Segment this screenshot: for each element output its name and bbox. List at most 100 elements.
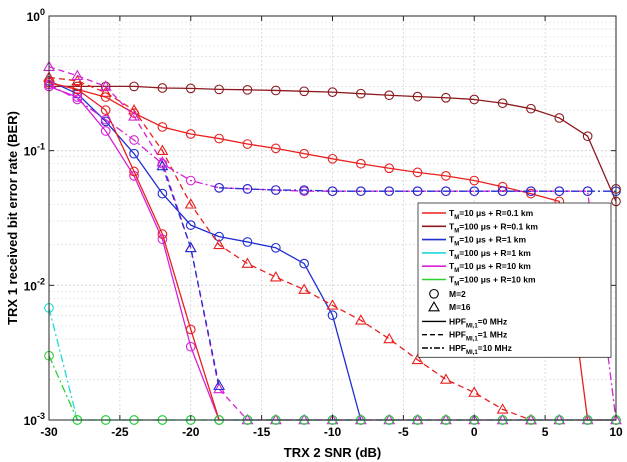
x-tick-label: -15	[253, 425, 271, 439]
legend-label: TM=10 μs + R=0.1 km	[449, 208, 534, 221]
data-point	[157, 188, 168, 199]
x-axis-label: TRX 2 SNR (dB)	[284, 445, 382, 460]
data-point	[242, 84, 253, 95]
series-8	[156, 159, 226, 390]
data-point	[185, 83, 196, 94]
x-tick-label: 10	[609, 425, 623, 439]
data-point	[441, 186, 451, 197]
data-point	[72, 81, 83, 92]
data-point	[214, 182, 224, 193]
legend-label: HPFMI,1=0 MHz	[449, 316, 507, 329]
x-tick-label: 5	[542, 425, 549, 439]
data-point	[214, 133, 224, 144]
data-point	[242, 184, 253, 194]
data-point	[384, 186, 395, 197]
data-point	[185, 129, 196, 139]
data-point	[213, 238, 226, 250]
y-axis-label: TRX 1 received bit error rate (BER)	[5, 111, 20, 325]
data-point	[214, 231, 224, 242]
y-tick-label: 10-1	[24, 142, 45, 159]
legend-label: TM=100 μs + R=1 km	[449, 248, 531, 261]
x-tick-label: -5	[398, 425, 409, 439]
data-point	[100, 92, 111, 102]
data-point	[270, 85, 281, 96]
y-tick-label: 10-3	[24, 411, 45, 428]
data-point	[326, 299, 339, 310]
legend-label: M=16	[449, 302, 471, 312]
series-line	[219, 187, 616, 192]
data-point	[582, 186, 593, 197]
data-point	[72, 84, 83, 95]
data-point	[214, 84, 224, 95]
legend-label: M=2	[449, 289, 466, 299]
data-point	[412, 91, 423, 102]
data-point	[185, 341, 196, 352]
legend-label: TM=100 μs + R=0.1 km	[449, 221, 538, 234]
x-tick-label: -30	[40, 425, 58, 439]
data-point	[469, 175, 480, 186]
series-line	[49, 85, 617, 202]
data-point	[242, 237, 253, 247]
data-point	[411, 353, 424, 365]
data-point	[129, 135, 139, 145]
series-line	[161, 165, 220, 386]
data-point	[100, 114, 111, 125]
x-tick-label: 0	[471, 425, 478, 439]
series-3	[44, 75, 366, 425]
data-point	[412, 167, 423, 178]
data-point	[299, 148, 310, 159]
data-point	[129, 81, 139, 92]
data-point	[129, 148, 139, 159]
data-point	[554, 113, 565, 123]
series-line	[48, 80, 362, 421]
data-point	[156, 159, 169, 171]
data-point	[213, 382, 226, 394]
data-point	[157, 122, 168, 132]
data-point	[270, 143, 281, 154]
data-point	[554, 186, 565, 197]
data-point	[468, 386, 481, 397]
data-point	[327, 310, 338, 321]
data-point	[156, 144, 169, 155]
legend-label: TM=100 μs + R=10 km	[449, 275, 536, 288]
data-point	[128, 110, 140, 121]
data-point	[185, 220, 196, 230]
x-tick-label: -20	[182, 425, 200, 439]
legend-marker	[429, 288, 439, 299]
data-point	[299, 258, 310, 269]
data-point	[157, 83, 168, 93]
legend-marker	[428, 300, 440, 312]
data-point	[439, 373, 452, 384]
data-point	[157, 229, 168, 239]
data-point	[496, 403, 509, 414]
legend-label: HPFMI,1=1 MHz	[449, 330, 507, 343]
data-point	[469, 94, 480, 105]
legend-label: HPFMI,1=10 MHz	[449, 343, 512, 356]
series-10	[214, 182, 621, 197]
data-point	[184, 198, 197, 209]
series-line	[48, 82, 220, 421]
data-point	[242, 139, 253, 149]
data-point	[129, 166, 139, 177]
data-point	[497, 186, 508, 197]
legend-label: TM=10 μs + R=1 km	[449, 235, 527, 248]
data-point	[384, 163, 395, 174]
data-point	[269, 271, 282, 282]
data-point	[299, 86, 310, 97]
data-point	[185, 324, 196, 335]
data-point	[185, 175, 196, 186]
data-point	[526, 103, 536, 114]
data-point	[469, 186, 480, 197]
data-point	[354, 314, 367, 325]
y-tick-label: 100	[27, 7, 45, 24]
data-point	[526, 186, 536, 197]
data-point	[582, 131, 593, 142]
x-tick-label: -25	[111, 425, 129, 439]
data-point	[327, 153, 338, 164]
data-point	[327, 87, 338, 97]
data-point	[270, 242, 281, 253]
data-point	[383, 332, 396, 344]
data-point	[270, 185, 281, 195]
